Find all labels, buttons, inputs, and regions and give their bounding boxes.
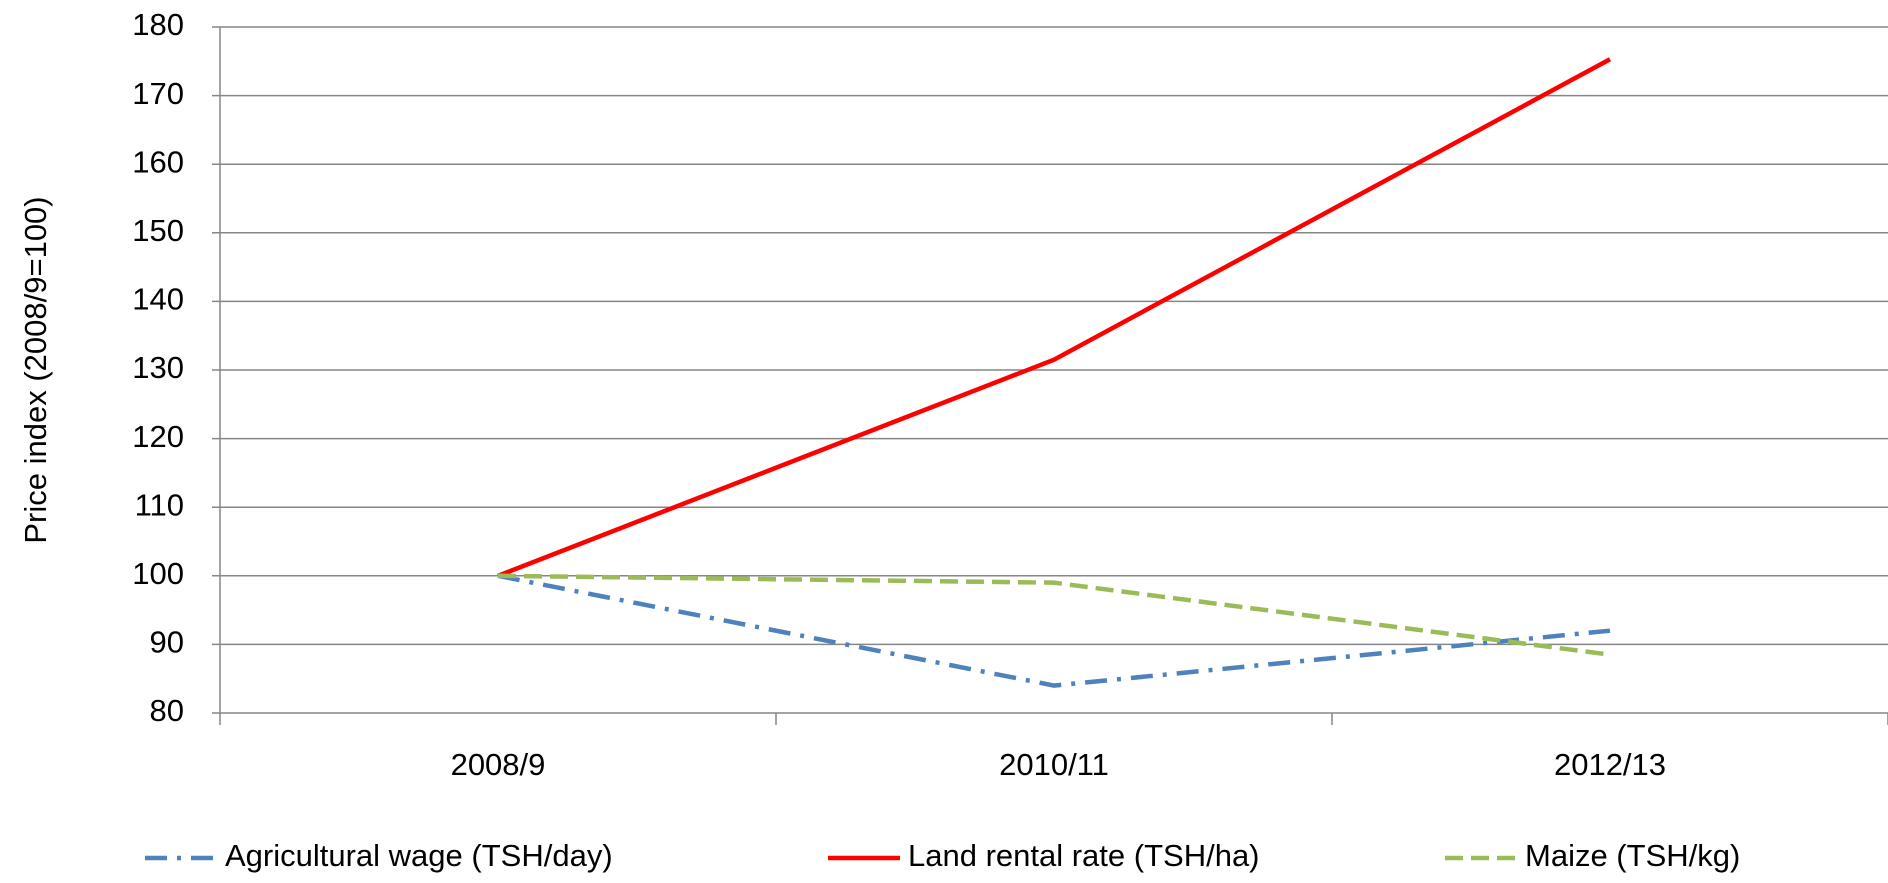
legend-label: Land rental rate (TSH/ha)	[908, 838, 1260, 873]
x-tick-label: 2008/9	[451, 747, 546, 782]
series-line	[497, 57, 1612, 578]
y-tick-label: 150	[132, 213, 184, 248]
y-tick-label: 160	[132, 144, 184, 179]
y-tick-label: 130	[132, 350, 184, 385]
y-tick-label: 110	[135, 487, 184, 522]
legend-label: Maize (TSH/kg)	[1525, 838, 1740, 873]
y-axis-title: Price index (2008/9=100)	[18, 196, 53, 543]
y-tick-label: 80	[150, 693, 184, 728]
series-line	[497, 573, 1611, 657]
series-line	[497, 573, 1611, 688]
y-tick-label: 140	[132, 282, 184, 317]
y-tick-label: 100	[132, 556, 184, 591]
legend-label: Agricultural wage (TSH/day)	[225, 838, 613, 873]
x-tick-label: 2010/11	[999, 747, 1109, 782]
y-tick-label: 90	[150, 625, 184, 660]
x-tick-label: 2012/13	[1554, 747, 1666, 782]
y-tick-label: 120	[132, 419, 184, 454]
y-tick-label: 180	[132, 7, 184, 42]
y-tick-label: 170	[132, 76, 184, 111]
